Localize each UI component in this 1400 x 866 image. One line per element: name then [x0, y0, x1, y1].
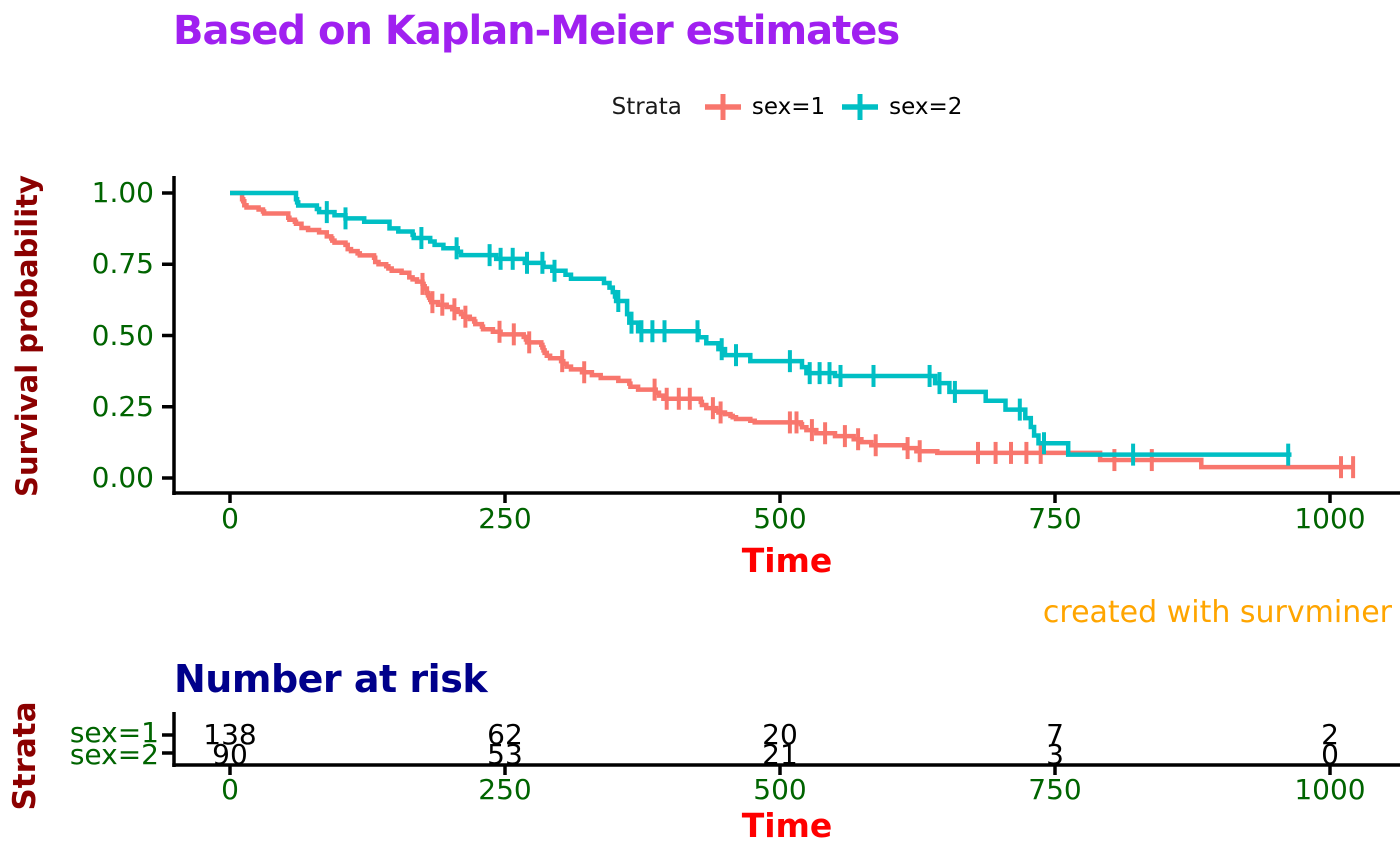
risk-row-label-sex=1: sex=1	[69, 716, 159, 749]
risk-row-label-sex=2: sex=2	[69, 738, 159, 771]
risk-count: 138	[203, 718, 257, 751]
legend-item-sex=1: sex=1	[704, 92, 825, 122]
risk-count: 90	[212, 738, 248, 771]
risk-count: 7	[1046, 718, 1064, 751]
km-curve-sex=2	[230, 190, 1292, 457]
legend-item-label: sex=1	[751, 94, 826, 120]
legend-key-plus-icon	[842, 94, 879, 120]
risk-x-axis-label: Time	[741, 806, 833, 845]
legend-key-plus-icon	[704, 94, 741, 120]
risk-count: 20	[762, 718, 798, 751]
risk-count: 21	[762, 738, 798, 771]
risk-count: 62	[487, 718, 523, 751]
legend-item-label: sex=2	[889, 94, 963, 120]
x-axis-label: Time	[741, 541, 833, 580]
x-tick-label: 1000	[1294, 502, 1366, 535]
km-curve-sex=1	[230, 190, 1355, 470]
risk-count: 3	[1046, 738, 1064, 771]
x-tick-label: 500	[753, 773, 807, 806]
x-tick-label: 0	[221, 773, 239, 806]
x-tick-label: 250	[478, 773, 532, 806]
y-tick-label: 0.25	[91, 389, 154, 423]
risk-count: 2	[1321, 718, 1339, 751]
caption-text: created with survminer	[1042, 595, 1392, 630]
x-tick-label: 750	[1028, 502, 1082, 535]
risk-count: 0	[1321, 738, 1339, 771]
plot-title: Based on Kaplan-Meier estimates	[173, 8, 900, 54]
x-tick-label: 750	[1028, 773, 1082, 806]
y-axis-label: Survival probability	[10, 175, 44, 497]
x-tick-label: 1000	[1294, 773, 1366, 806]
legend-title: Strata	[611, 94, 682, 120]
x-tick-label: 0	[221, 502, 239, 535]
legend: Strata sex=1 sex=2	[174, 90, 1400, 124]
y-tick-label: 1.00	[91, 176, 154, 209]
y-tick-label: 0.00	[91, 461, 154, 494]
legend-items: sex=1 sex=2	[704, 92, 962, 122]
x-tick-label: 250	[478, 502, 532, 535]
x-tick-label: 500	[753, 502, 807, 535]
risk-table-title: Number at risk	[174, 657, 488, 701]
risk-count: 53	[487, 738, 523, 771]
y-tick-label: 0.75	[91, 247, 154, 281]
legend-item-sex=2: sex=2	[841, 92, 962, 122]
y-tick-label: 0.50	[91, 318, 154, 352]
